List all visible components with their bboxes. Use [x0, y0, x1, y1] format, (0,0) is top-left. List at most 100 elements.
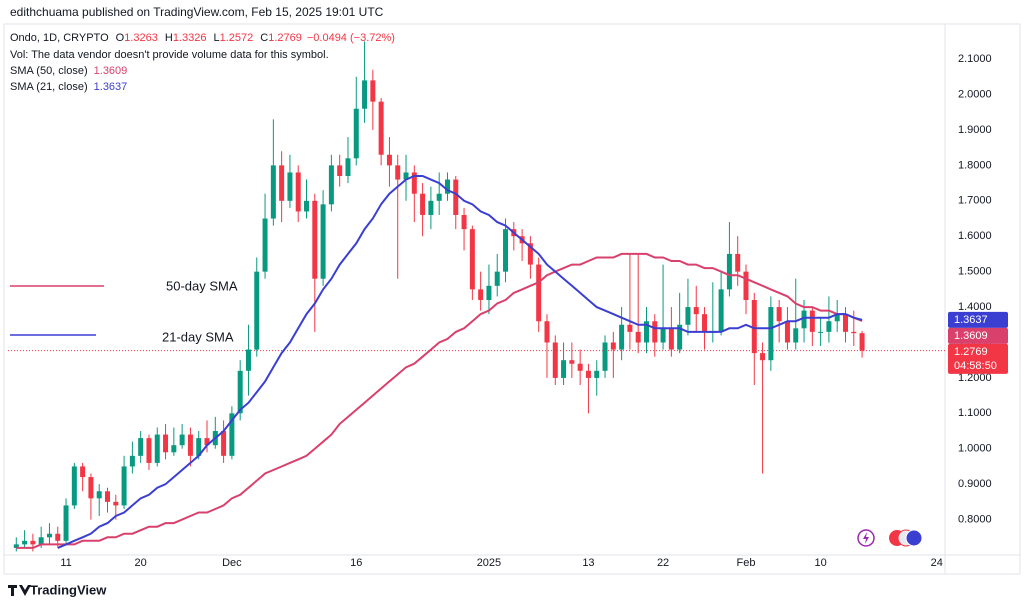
- x-tick-label: 10: [814, 557, 826, 569]
- candle-body: [146, 438, 152, 463]
- candle-body: [760, 353, 766, 361]
- price-box: [948, 311, 1008, 328]
- candle-body: [643, 321, 649, 343]
- candle-body: [105, 491, 111, 502]
- candle-body: [395, 165, 401, 180]
- candle-body: [859, 333, 865, 351]
- candle-body: [635, 331, 641, 343]
- y-tick-label: 1.4000: [958, 301, 992, 313]
- candle-body: [842, 314, 848, 332]
- candle-body: [403, 172, 409, 180]
- candle-body: [627, 324, 633, 332]
- candle-body: [295, 172, 301, 212]
- price-box: [948, 327, 1008, 344]
- candle-body: [129, 455, 135, 467]
- candle-body: [585, 370, 591, 378]
- x-tick-label: Dec: [222, 557, 242, 569]
- candle-body: [594, 370, 600, 378]
- candle-body: [552, 342, 558, 378]
- candle-body: [345, 158, 351, 177]
- legend-value: 1.3326: [173, 32, 207, 44]
- candle-body: [735, 253, 741, 272]
- candle-body: [138, 438, 144, 456]
- candle-body: [486, 285, 492, 300]
- candle-body: [834, 314, 840, 322]
- x-tick-label: 2025: [477, 557, 501, 569]
- legend-key: C: [260, 32, 268, 44]
- candle-body: [279, 165, 285, 201]
- legend-sma: SMA (21, close) 1.3637: [10, 81, 127, 93]
- candle-body: [270, 165, 276, 219]
- candle-body: [229, 413, 235, 456]
- candle-body: [436, 193, 442, 201]
- candle-body: [55, 533, 61, 541]
- candle-body: [478, 289, 484, 300]
- annotation: 50-day SMA: [166, 278, 238, 293]
- x-tick-label: 24: [931, 557, 943, 569]
- y-tick-label: 1.1000: [958, 407, 992, 419]
- legend-value: 1.2769: [268, 32, 302, 44]
- candle-body: [652, 321, 658, 343]
- legend-value: 1.3263: [124, 32, 158, 44]
- legend-symbol: Ondo, 1D, CRYPTO: [10, 32, 109, 44]
- candle-body: [187, 434, 193, 456]
- price-box-label: 1.3637: [954, 314, 988, 326]
- candle-body: [544, 321, 550, 343]
- candle-body: [353, 108, 359, 159]
- candle-body: [163, 434, 169, 453]
- y-tick-label: 1.6000: [958, 230, 992, 242]
- candle-body: [80, 466, 86, 478]
- candle-body: [702, 314, 708, 332]
- candle-body: [370, 80, 376, 102]
- candle-body: [494, 271, 500, 286]
- candle-body: [569, 360, 575, 364]
- legend-sma: SMA (50, close) 1.3609: [10, 65, 127, 77]
- y-tick-label: 0.8000: [958, 513, 992, 525]
- candle-body: [809, 310, 815, 332]
- candle-body: [527, 243, 533, 265]
- y-tick-label: 1.0000: [958, 443, 992, 455]
- candle-body: [362, 80, 368, 109]
- candle-body: [30, 540, 36, 545]
- candle-body: [221, 431, 227, 456]
- legend-vol: Vol: The data vendor doesn't provide vol…: [10, 49, 329, 61]
- x-tick-label: Feb: [737, 557, 756, 569]
- candle-body: [536, 264, 542, 322]
- candle-body: [851, 331, 857, 334]
- candle-body: [237, 370, 243, 414]
- candle-body: [154, 434, 160, 463]
- candle-body: [320, 204, 326, 279]
- candle-body: [196, 438, 202, 456]
- y-tick-label: 2.0000: [958, 88, 992, 100]
- candle-body: [801, 310, 807, 329]
- candle-body: [378, 101, 384, 155]
- candle-body: [46, 533, 52, 538]
- legend-key: L: [213, 32, 219, 44]
- candle-body: [619, 324, 625, 350]
- legend-key: O: [116, 32, 125, 44]
- legend-ohlc: Ondo, 1D, CRYPTO O1.3263 H1.3326 L1.2572 C1.…: [10, 32, 395, 44]
- candle-body: [96, 491, 102, 499]
- annotation: 21-day SMA: [162, 329, 234, 344]
- y-tick-label: 1.8000: [958, 159, 992, 171]
- candle-body: [420, 193, 426, 215]
- price-box: [948, 343, 1008, 374]
- candle-body: [22, 540, 28, 545]
- x-tick-label: 13: [582, 557, 594, 569]
- legend-series-value: 1.3609: [94, 65, 128, 77]
- candle-body: [610, 342, 616, 350]
- candle-body: [677, 324, 683, 350]
- candle-body: [577, 363, 583, 371]
- candle-body: [668, 328, 674, 350]
- candle-body: [503, 229, 509, 272]
- footer-logo: [8, 585, 31, 596]
- legend-change: −0.0494 (−3.72%): [307, 32, 395, 44]
- y-tick-label: 1.2000: [958, 372, 992, 384]
- candle-body: [386, 154, 392, 166]
- candle-body: [304, 200, 310, 212]
- y-tick-label: 0.9000: [958, 478, 992, 490]
- candle-body: [718, 289, 724, 332]
- sma-line: [16, 252, 863, 549]
